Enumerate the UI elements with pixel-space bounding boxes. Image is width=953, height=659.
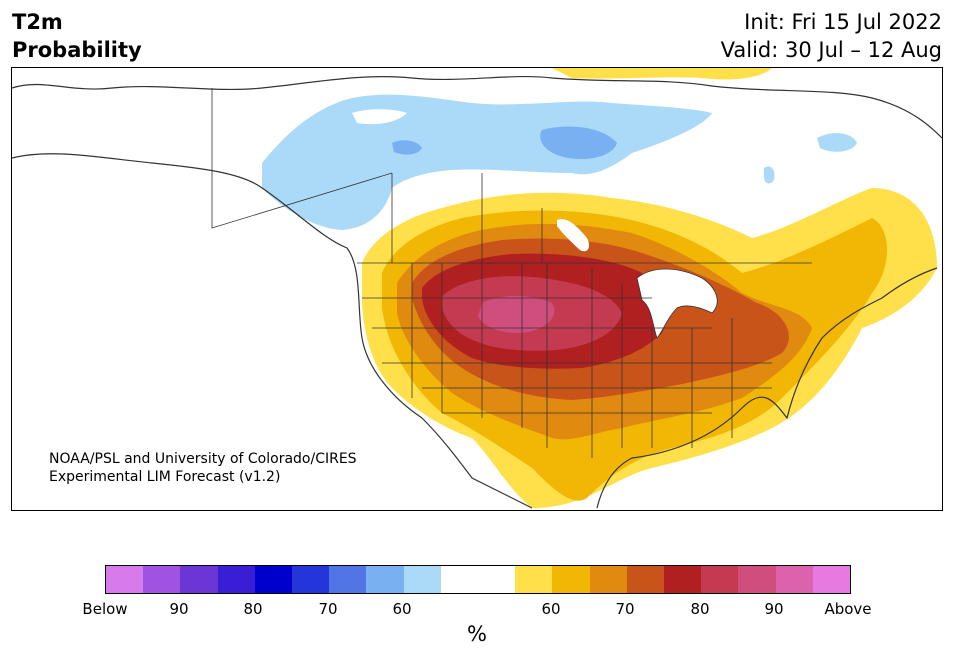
colorbar-swatch <box>217 566 255 593</box>
colorbar-unit: % <box>467 622 487 646</box>
title-line-1: T2m <box>12 10 63 34</box>
white-patch <box>557 219 590 252</box>
init-date: Init: Fri 15 Jul 2022 <box>744 10 942 34</box>
colorbar-swatch <box>478 566 516 593</box>
chart-title: T2m Probability <box>12 8 142 64</box>
colorbar-swatch <box>292 566 330 593</box>
hudson-bay-area <box>352 109 407 125</box>
colorbar-swatch <box>552 566 590 593</box>
tick-label: 80 <box>690 600 710 618</box>
colorbar-swatch <box>515 566 553 593</box>
colorbar-swatch <box>812 566 851 593</box>
attribution-line-2: Experimental LIM Forecast (v1.2) <box>49 469 281 485</box>
political-borders <box>211 88 812 458</box>
colorbar-swatch <box>403 566 441 593</box>
below-70-region <box>540 126 617 160</box>
tick-label: 90 <box>169 600 189 618</box>
colorbar-swatch <box>106 566 144 593</box>
colorbar-swatch <box>589 566 627 593</box>
below-60-region <box>262 94 712 231</box>
colorbar-swatch <box>738 566 776 593</box>
colorbar-swatch <box>626 566 665 593</box>
coastline <box>12 75 942 509</box>
valid-range: Valid: 30 Jul – 12 Aug <box>720 38 942 62</box>
colorbar-swatch <box>329 566 367 593</box>
tick-label: 70 <box>615 600 635 618</box>
colorbar-swatch <box>775 566 813 593</box>
colorbar-swatch <box>701 566 739 593</box>
colorbar-swatch <box>180 566 218 593</box>
below-60-region-east <box>817 133 857 152</box>
tick-label: 60 <box>392 600 412 618</box>
map-svg <box>12 68 942 509</box>
above-60-region-north <box>552 68 772 80</box>
great-lakes <box>636 268 718 339</box>
attribution-line-1: NOAA/PSL and University of Colorado/CIRE… <box>49 451 357 467</box>
tick-label: 60 <box>541 600 561 618</box>
below-60-region-small <box>764 166 775 184</box>
forecast-map <box>11 67 943 511</box>
tick-label: Below <box>82 600 128 618</box>
above-98-pink <box>478 295 555 334</box>
tick-label: 70 <box>318 600 338 618</box>
colorbar-swatch <box>254 566 293 593</box>
colorbar-swatch <box>143 566 181 593</box>
below-70-region-west <box>392 140 422 155</box>
colorbar <box>105 565 851 594</box>
tick-label: 80 <box>243 600 263 618</box>
colorbar-swatch <box>366 566 404 593</box>
colorbar-swatch <box>664 566 702 593</box>
tick-label: 90 <box>764 600 784 618</box>
title-line-2: Probability <box>12 38 142 62</box>
attribution: NOAA/PSL and University of Colorado/CIRE… <box>49 450 357 486</box>
tick-label: Above <box>824 600 872 618</box>
forecast-dates: Init: Fri 15 Jul 2022 Valid: 30 Jul – 12… <box>721 8 942 64</box>
colorbar-swatch <box>440 566 479 593</box>
